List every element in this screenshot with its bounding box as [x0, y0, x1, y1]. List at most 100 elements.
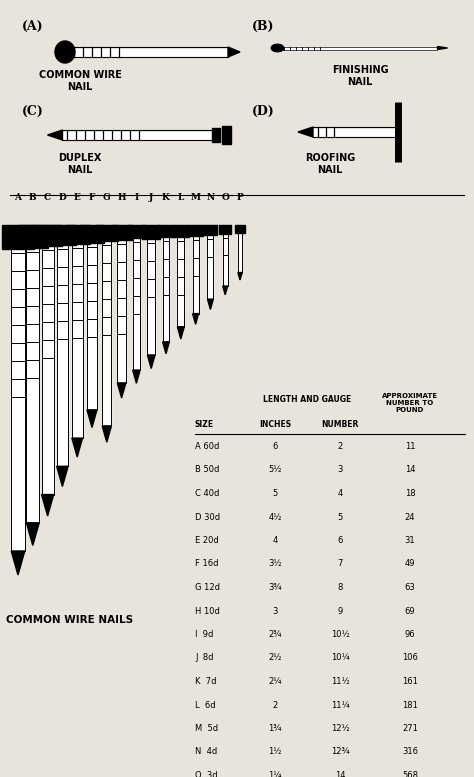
Text: 69: 69 [405, 607, 415, 615]
Text: INCHES: INCHES [259, 420, 291, 429]
Polygon shape [208, 299, 213, 309]
Polygon shape [18, 225, 48, 248]
Text: 4: 4 [337, 489, 343, 498]
Polygon shape [173, 225, 189, 237]
Text: L  6d: L 6d [195, 701, 216, 709]
Text: 6: 6 [272, 442, 278, 451]
Polygon shape [96, 225, 118, 242]
Polygon shape [33, 225, 62, 246]
Polygon shape [47, 130, 63, 140]
Text: 4½: 4½ [268, 513, 282, 521]
Polygon shape [228, 47, 240, 57]
Text: (D): (D) [252, 105, 275, 118]
Text: 181: 181 [402, 701, 418, 709]
Text: 11¼: 11¼ [331, 701, 349, 709]
Text: 14: 14 [405, 465, 415, 475]
Text: E: E [74, 193, 81, 202]
Text: 11½: 11½ [331, 677, 349, 686]
Text: 2¼: 2¼ [268, 677, 282, 686]
Text: D 30d: D 30d [195, 513, 220, 521]
Text: 106: 106 [402, 653, 418, 663]
Bar [212, 128, 220, 142]
Polygon shape [102, 426, 111, 442]
Text: A: A [15, 193, 21, 202]
Polygon shape [158, 225, 174, 237]
Text: 14: 14 [335, 771, 345, 777]
Polygon shape [133, 370, 140, 383]
Text: 10½: 10½ [331, 630, 349, 639]
Polygon shape [128, 225, 145, 239]
Text: O  3d: O 3d [195, 771, 218, 777]
Text: D: D [58, 193, 66, 202]
Text: G: G [103, 193, 110, 202]
Text: 3: 3 [337, 465, 343, 475]
Text: N  4d: N 4d [195, 747, 217, 757]
Text: A 60d: A 60d [195, 442, 219, 451]
Text: 9: 9 [337, 607, 343, 615]
Polygon shape [11, 551, 25, 575]
Polygon shape [27, 523, 39, 545]
Polygon shape [163, 342, 169, 354]
Text: (B): (B) [252, 20, 274, 33]
Text: E 20d: E 20d [195, 536, 219, 545]
Text: L: L [178, 193, 184, 202]
Polygon shape [177, 327, 184, 339]
Text: 568: 568 [402, 771, 418, 777]
Polygon shape [111, 225, 132, 240]
Polygon shape [42, 494, 54, 516]
Polygon shape [298, 127, 313, 137]
Text: 10¼: 10¼ [331, 653, 349, 663]
Text: J  8d: J 8d [195, 653, 213, 663]
Text: 7: 7 [337, 559, 343, 569]
Polygon shape [118, 383, 126, 398]
Text: (C): (C) [22, 105, 44, 118]
Text: 5½: 5½ [268, 465, 282, 475]
Text: APPROXIMATE
NUMBER TO
POUND: APPROXIMATE NUMBER TO POUND [382, 393, 438, 413]
Polygon shape [142, 225, 160, 239]
Text: 12½: 12½ [331, 724, 349, 733]
Text: FINISHING
NAIL: FINISHING NAIL [332, 65, 388, 87]
Text: H: H [118, 193, 126, 202]
Text: J: J [149, 193, 153, 202]
Polygon shape [64, 225, 90, 244]
Text: G 12d: G 12d [195, 583, 220, 592]
Text: I  9d: I 9d [195, 630, 213, 639]
Text: 2: 2 [337, 442, 343, 451]
Polygon shape [72, 438, 82, 457]
Text: 4: 4 [273, 536, 278, 545]
Text: DUPLEX
NAIL: DUPLEX NAIL [58, 153, 102, 176]
Polygon shape [192, 314, 199, 324]
Text: NUMBER: NUMBER [321, 420, 359, 429]
Text: 3½: 3½ [268, 559, 282, 569]
Polygon shape [80, 225, 104, 242]
Text: 8: 8 [337, 583, 343, 592]
Polygon shape [2, 225, 34, 249]
Polygon shape [219, 225, 231, 234]
Text: 316: 316 [402, 747, 418, 757]
Polygon shape [223, 286, 228, 294]
Text: K  7d: K 7d [195, 677, 217, 686]
Text: F 16d: F 16d [195, 559, 219, 569]
Text: N: N [206, 193, 215, 202]
Text: 271: 271 [402, 724, 418, 733]
Text: 96: 96 [405, 630, 415, 639]
Text: 18: 18 [405, 489, 415, 498]
Text: P: P [237, 193, 243, 202]
Text: 6: 6 [337, 536, 343, 545]
Text: 5: 5 [337, 513, 343, 521]
Polygon shape [57, 466, 68, 486]
Text: 3¾: 3¾ [268, 583, 282, 592]
Text: COMMON WIRE NAILS: COMMON WIRE NAILS [7, 615, 134, 625]
Text: 5: 5 [273, 489, 278, 498]
Text: 31: 31 [405, 536, 415, 545]
Text: 49: 49 [405, 559, 415, 569]
Text: ROOFING
NAIL: ROOFING NAIL [305, 153, 355, 176]
Text: 161: 161 [402, 677, 418, 686]
Text: 1½: 1½ [268, 747, 282, 757]
Text: M: M [191, 193, 201, 202]
Text: 11: 11 [405, 442, 415, 451]
Text: 2½: 2½ [268, 653, 282, 663]
Polygon shape [87, 409, 97, 427]
Polygon shape [235, 225, 245, 232]
Text: B: B [29, 193, 36, 202]
